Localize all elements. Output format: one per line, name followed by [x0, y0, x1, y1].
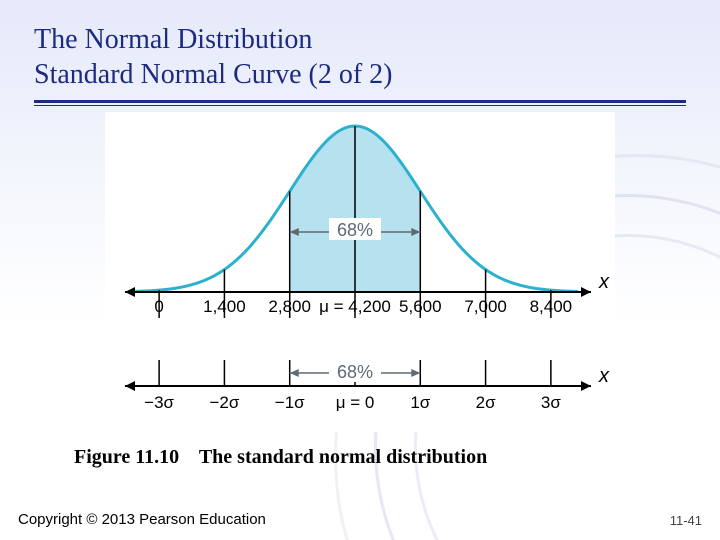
- bottom-tick-label: 2σ: [476, 393, 496, 412]
- top-tick-label: 0: [154, 297, 163, 316]
- pct-label-top: 68%: [337, 220, 373, 240]
- axis-label-x-2: x: [598, 365, 610, 387]
- axis-label-x-1: x: [598, 271, 610, 293]
- pct-arrow-l-bottom: [290, 369, 299, 377]
- copyright-text: Copyright © 2013 Pearson Education: [18, 511, 266, 528]
- top-tick-label: 8,400: [530, 297, 573, 316]
- figure-caption: Figure 11.10 The standard normal distrib…: [74, 446, 686, 469]
- page-number: 11-41: [670, 513, 702, 528]
- bottom-tick-label: 3σ: [541, 393, 561, 412]
- top-tick-label: 7,000: [464, 297, 507, 316]
- pct-label-bottom: 68%: [337, 362, 373, 382]
- title-line-1: The Normal Distribution: [34, 24, 312, 55]
- slide-title: The Normal Distribution Standard Normal …: [34, 22, 686, 92]
- arrow-left-1: [125, 287, 135, 297]
- pct-arrow-r-bottom: [411, 369, 420, 377]
- caption-text: The standard normal distribution: [199, 446, 487, 468]
- top-tick-label: 2,800: [268, 297, 311, 316]
- arrow-left-2: [125, 381, 135, 391]
- top-tick-label: μ = 4,200: [319, 297, 391, 316]
- normal-curve-chart: x 0 1,400 2,800 μ = 4,200 5,600 7,000 8,400 68% x…: [105, 112, 615, 432]
- title-underline: [34, 100, 686, 106]
- bottom-tick-label: μ = 0: [336, 393, 375, 412]
- arrow-right-2: [581, 381, 591, 391]
- title-line-2: Standard Normal Curve (2 of 2): [34, 59, 392, 90]
- top-tick-label: 1,400: [203, 297, 246, 316]
- bottom-tick-label: −3σ: [144, 393, 174, 412]
- caption-prefix: Figure 11.10: [74, 446, 179, 468]
- bottom-tick-label: −1σ: [275, 393, 305, 412]
- bottom-tick-label: −2σ: [209, 393, 239, 412]
- top-tick-label: 5,600: [399, 297, 442, 316]
- bottom-tick-label: 1σ: [410, 393, 430, 412]
- arrow-right-1: [581, 287, 591, 297]
